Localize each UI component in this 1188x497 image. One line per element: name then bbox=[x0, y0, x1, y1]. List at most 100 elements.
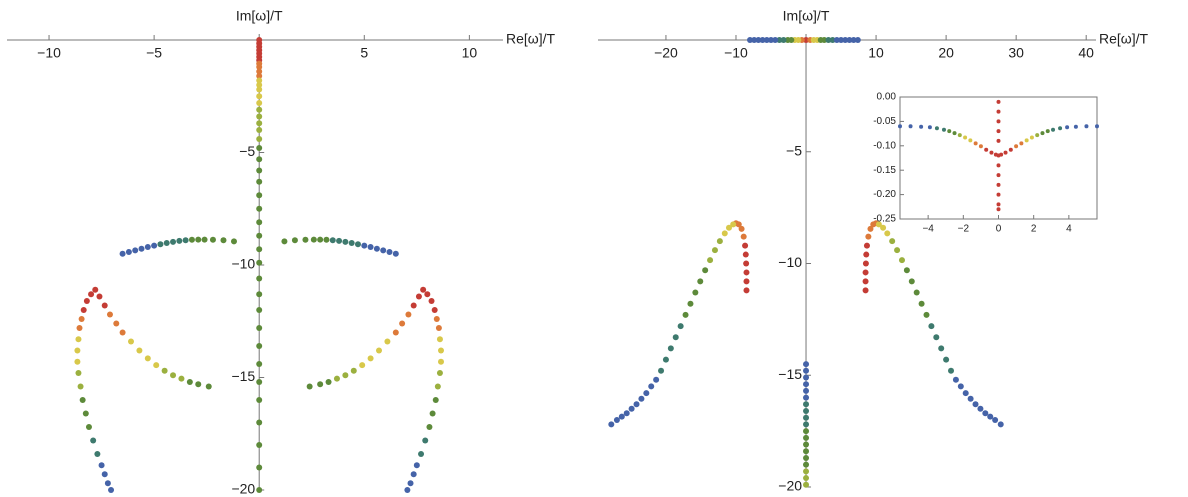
y-tick-label: -0.05 bbox=[873, 116, 896, 127]
point bbox=[941, 127, 946, 132]
point bbox=[968, 138, 973, 143]
point bbox=[743, 269, 750, 276]
x-tick-label: 0 bbox=[996, 224, 1002, 235]
point bbox=[803, 37, 810, 43]
x-tick-label: −4 bbox=[922, 224, 934, 235]
point bbox=[291, 237, 298, 244]
point bbox=[256, 205, 263, 212]
point bbox=[195, 381, 202, 388]
point bbox=[104, 480, 111, 487]
point bbox=[1065, 125, 1070, 130]
point bbox=[755, 37, 762, 43]
point bbox=[106, 311, 113, 318]
point bbox=[256, 379, 263, 385]
point bbox=[438, 347, 444, 354]
point bbox=[746, 37, 753, 43]
point bbox=[697, 278, 704, 285]
point bbox=[862, 278, 869, 285]
point bbox=[170, 372, 177, 379]
x-tick-label: 20 bbox=[938, 45, 954, 61]
y-tick-label: -0.20 bbox=[873, 189, 896, 200]
point bbox=[256, 86, 263, 93]
point bbox=[256, 113, 263, 120]
point bbox=[119, 250, 126, 257]
y-tick-label: −15 bbox=[231, 368, 255, 384]
point bbox=[963, 135, 968, 140]
y-tick-label: -0.15 bbox=[873, 165, 896, 176]
point bbox=[821, 37, 828, 43]
point bbox=[428, 298, 435, 304]
point bbox=[943, 356, 950, 363]
point bbox=[738, 225, 745, 232]
point bbox=[862, 269, 869, 276]
point bbox=[98, 462, 105, 469]
point bbox=[730, 221, 737, 228]
x-tick-label: −2 bbox=[958, 224, 970, 235]
point bbox=[721, 230, 728, 237]
point bbox=[256, 120, 263, 127]
point bbox=[776, 37, 783, 43]
point bbox=[161, 367, 168, 374]
point bbox=[420, 286, 427, 293]
point bbox=[862, 287, 869, 294]
x-axis-label: Re[ω]/T bbox=[506, 31, 555, 47]
point bbox=[803, 367, 810, 374]
point bbox=[392, 250, 399, 257]
point bbox=[759, 37, 766, 43]
point bbox=[1008, 147, 1013, 152]
point bbox=[803, 434, 810, 441]
point bbox=[101, 471, 108, 478]
point bbox=[256, 232, 263, 239]
y-tick-label: −10 bbox=[231, 256, 255, 272]
point bbox=[392, 329, 399, 336]
point bbox=[803, 441, 810, 448]
point bbox=[957, 383, 964, 390]
point bbox=[1084, 124, 1089, 129]
point bbox=[132, 247, 139, 254]
point bbox=[136, 347, 143, 354]
y-axis-label: Im[ω]/T bbox=[783, 8, 830, 24]
point bbox=[638, 395, 645, 402]
x-tick-label: 4 bbox=[1066, 224, 1072, 235]
point bbox=[795, 37, 802, 43]
point bbox=[682, 311, 689, 318]
point bbox=[884, 230, 891, 237]
point bbox=[92, 286, 99, 293]
point bbox=[978, 144, 983, 149]
point bbox=[405, 311, 412, 318]
point bbox=[399, 320, 406, 327]
point bbox=[178, 375, 185, 382]
point bbox=[1095, 124, 1099, 129]
point bbox=[923, 311, 930, 318]
point bbox=[410, 471, 417, 478]
point bbox=[687, 300, 694, 307]
point bbox=[113, 320, 120, 327]
point bbox=[79, 397, 86, 403]
x-tick-label: −10 bbox=[724, 45, 748, 61]
point bbox=[711, 247, 718, 254]
point bbox=[1019, 141, 1024, 146]
point bbox=[803, 468, 810, 475]
point bbox=[996, 119, 1001, 124]
point bbox=[128, 338, 134, 345]
point bbox=[725, 224, 732, 231]
point bbox=[996, 182, 1001, 187]
point bbox=[176, 237, 183, 244]
point bbox=[933, 334, 940, 341]
point bbox=[677, 323, 684, 330]
point bbox=[359, 362, 366, 369]
point bbox=[436, 336, 443, 343]
point bbox=[803, 414, 810, 421]
point bbox=[256, 192, 263, 199]
point bbox=[413, 462, 420, 469]
point bbox=[803, 454, 810, 461]
point bbox=[256, 73, 263, 79]
point bbox=[863, 242, 870, 249]
point bbox=[803, 394, 810, 401]
point bbox=[1014, 144, 1019, 149]
point bbox=[209, 236, 216, 243]
point bbox=[967, 395, 974, 402]
point bbox=[256, 464, 263, 471]
point bbox=[850, 37, 857, 43]
point bbox=[432, 397, 439, 403]
